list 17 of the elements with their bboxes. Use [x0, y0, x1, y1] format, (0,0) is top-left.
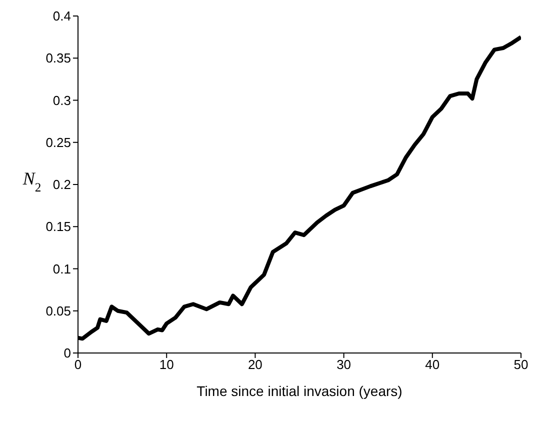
- y-tick-label: 0.4: [52, 8, 71, 24]
- y-tick-label: 0.2: [52, 177, 71, 192]
- y-tick-label: 0.25: [46, 134, 71, 150]
- x-tick-label: 10: [159, 357, 174, 372]
- y-tick-label: 0.35: [46, 50, 71, 66]
- x-tick-label: 30: [336, 357, 352, 372]
- x-tick-label: 20: [248, 357, 262, 372]
- x-tick-label: 50: [514, 357, 528, 372]
- y-tick-label: 0.3: [52, 92, 71, 108]
- y-tick-label: 0.05: [46, 303, 71, 318]
- x-tick-label: 0: [74, 357, 82, 372]
- y-axis-title: N$_{2}$: [22, 168, 42, 194]
- y-tick-label: 0.15: [46, 219, 71, 234]
- y-tick-label: 0: [64, 346, 71, 361]
- x-tick-label: 40: [425, 357, 440, 372]
- x-axis-title: Time since initial invasion (years): [196, 383, 402, 399]
- y-tick-label: 0.1: [52, 261, 71, 276]
